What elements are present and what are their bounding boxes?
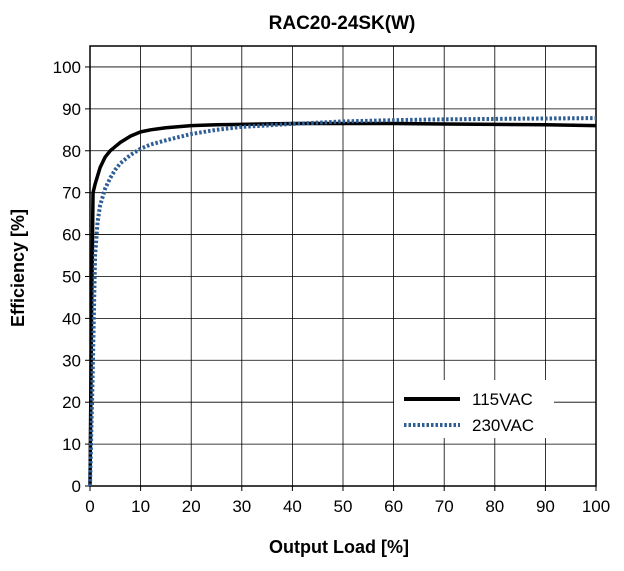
x-tick-label: 40: [283, 497, 302, 516]
legend-label-230vac: 230VAC: [472, 416, 534, 435]
x-tick-label: 100: [582, 497, 610, 516]
legend: 115VAC 230VAC: [394, 380, 554, 438]
axis-ticks: 0 10 20 30 40 50 60 70 80 90 100 0 10 20 30 40 50 60 70 80 9…: [53, 58, 611, 516]
y-tick-label: 20: [62, 393, 81, 412]
x-tick-label: 20: [182, 497, 201, 516]
y-tick-label: 100: [53, 58, 81, 77]
x-tick-label: 90: [536, 497, 555, 516]
x-tick-label: 60: [384, 497, 403, 516]
y-tick-label: 60: [62, 226, 81, 245]
x-tick-label: 10: [131, 497, 150, 516]
x-axis-label: Output Load [%]: [269, 537, 409, 557]
y-tick-label: 40: [62, 309, 81, 328]
legend-label-115vac: 115VAC: [472, 390, 533, 409]
x-tick-label: 70: [435, 497, 454, 516]
y-tick-label: 70: [62, 184, 81, 203]
x-tick-label: 0: [85, 497, 94, 516]
x-tick-label: 50: [334, 497, 353, 516]
series-line-115vac: [88, 121, 597, 487]
legend-box: [394, 380, 554, 438]
series-layer: [88, 116, 597, 487]
plot-area: [89, 45, 597, 487]
y-tick-label: 10: [62, 435, 81, 454]
x-tick-label: 30: [232, 497, 251, 516]
x-tick-label: 80: [485, 497, 504, 516]
y-tick-label: 50: [62, 267, 81, 286]
y-tick-label: 80: [62, 142, 81, 161]
y-tick-label: 30: [62, 351, 81, 370]
y-tick-label: 0: [72, 477, 81, 496]
y-axis-label: Efficiency [%]: [8, 209, 28, 327]
series-line-230vac: [88, 116, 597, 487]
y-tick-label: 90: [62, 100, 81, 119]
chart-title: RAC20-24SK(W): [269, 13, 416, 34]
